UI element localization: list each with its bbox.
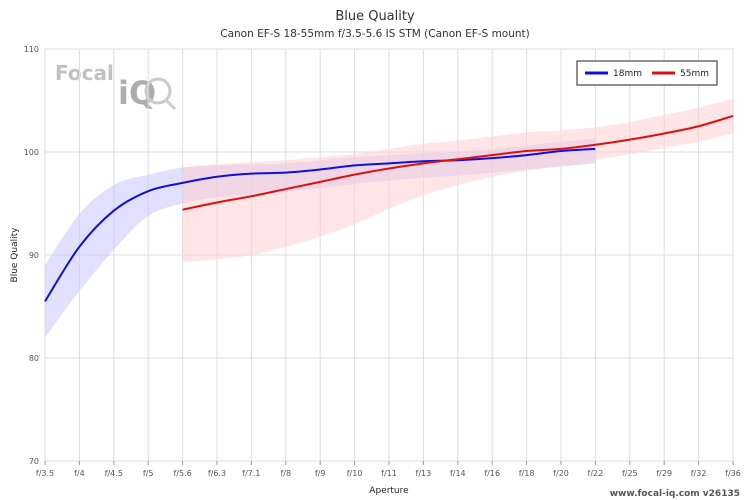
- x-tick-label: f/4: [74, 469, 85, 478]
- x-tick-label: f/8: [280, 469, 291, 478]
- series-lines: [44, 114, 734, 302]
- x-tick-label: f/18: [519, 469, 535, 478]
- x-tick-label: f/5.6: [173, 469, 191, 478]
- y-tick-label: 100: [24, 148, 39, 157]
- x-tick-label: f/25: [622, 469, 638, 478]
- x-tick-label: f/22: [588, 469, 604, 478]
- confidence-bands: [45, 98, 734, 338]
- x-tick-label: f/11: [381, 469, 397, 478]
- line-55mm: [182, 114, 734, 211]
- logo-lens-icon: [144, 77, 172, 105]
- x-tick-label: f/3.5: [36, 469, 54, 478]
- x-tick-label: f/20: [553, 469, 569, 478]
- chart-title: Blue Quality: [335, 9, 415, 24]
- y-axis-label: Blue Quality: [10, 227, 20, 283]
- logo-handle-icon: [164, 98, 177, 111]
- x-tick-label: f/29: [656, 469, 672, 478]
- x-tick-label: f/14: [450, 469, 466, 478]
- x-tick-label: f/10: [347, 469, 363, 478]
- line-18mm: [44, 147, 596, 302]
- x-tick-label: f/16: [484, 469, 500, 478]
- y-tick-label: 80: [29, 354, 39, 363]
- band-55mm: [182, 98, 734, 263]
- logo-text-focal: Focal: [55, 61, 114, 85]
- legend: 18mm 55mm: [576, 60, 718, 86]
- x-tick-label: f/6.3: [208, 469, 226, 478]
- x-tick-label: f/36: [725, 469, 741, 478]
- x-tick-label: f/5: [143, 469, 154, 478]
- x-tick-label: f/9: [315, 469, 326, 478]
- x-tick-label: f/7.1: [242, 469, 260, 478]
- x-tick-label: f/4.5: [105, 469, 123, 478]
- focal-iq-logo: Focal iQ: [55, 61, 177, 112]
- legend-label-55mm: 55mm: [680, 69, 709, 79]
- legend-label-18mm: 18mm: [613, 69, 642, 79]
- grid: [44, 48, 734, 462]
- y-axis-ticks: 70 80 90 100 110: [24, 45, 39, 466]
- x-tick-label: f/13: [416, 469, 432, 478]
- y-tick-label: 70: [29, 457, 39, 466]
- chart-subtitle: Canon EF-S 18-55mm f/3.5-5.6 IS STM (Can…: [220, 28, 530, 40]
- logo-text-iq: iQ: [118, 74, 156, 112]
- y-tick-label: 110: [24, 45, 39, 54]
- x-axis-ticks: f/3.5 f/4 f/4.5 f/5 f/5.6 f/6.3 f/7.1 f/8 f/9 f/1…: [36, 461, 741, 478]
- x-axis-label: Aperture: [369, 486, 409, 496]
- x-tick-label: f/32: [691, 469, 707, 478]
- y-tick-label: 90: [29, 251, 39, 260]
- footer-credit: www.focal-iq.com v26135: [610, 489, 740, 499]
